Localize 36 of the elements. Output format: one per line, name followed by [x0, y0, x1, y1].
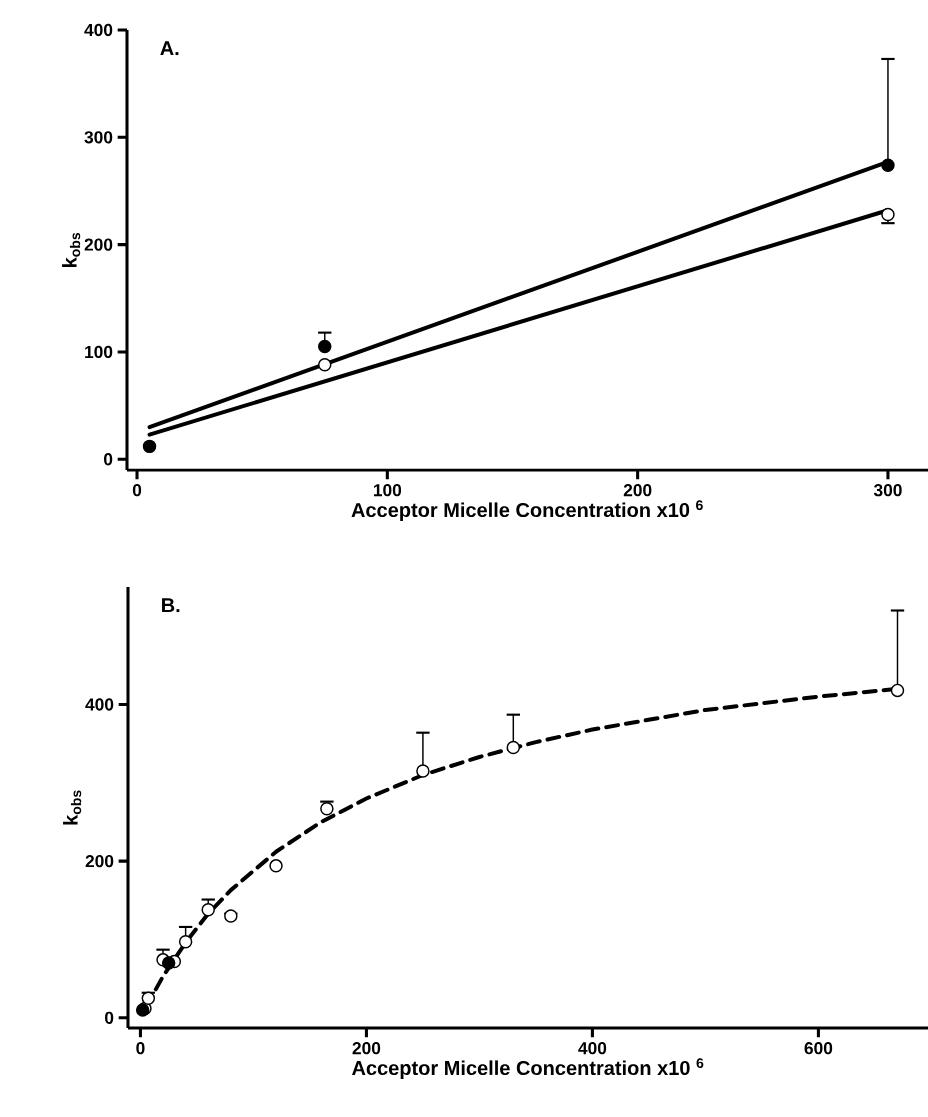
y-tick-label: 0 [104, 453, 113, 466]
point [320, 801, 334, 816]
point [318, 358, 332, 372]
x-tick-label: 300 [873, 484, 902, 497]
y-axis-title: k$_{obs}$ [63, 790, 82, 825]
point [178, 935, 193, 949]
point [881, 207, 895, 222]
y-tick-label: 0 [105, 1011, 114, 1024]
point [416, 764, 430, 778]
x-axis-title: Acceptor Micelle Concentration x10 $^{6}$ [352, 1058, 704, 1080]
point [506, 740, 521, 755]
point [318, 339, 332, 354]
point [161, 956, 176, 970]
y-tick-label: 100 [85, 345, 113, 359]
x-tick-label: 0 [136, 1042, 145, 1055]
y-tick-label: 400 [84, 23, 113, 37]
point [269, 859, 283, 873]
x-tick-label: 0 [132, 484, 142, 497]
y-tick-label: 200 [84, 238, 113, 251]
point [890, 683, 905, 698]
x-tick-label: 400 [578, 1042, 607, 1055]
point [142, 439, 157, 454]
chart-title: A. [160, 41, 179, 56]
point [201, 902, 215, 917]
x-tick-label: 600 [804, 1042, 833, 1055]
y-tick-label: 300 [84, 131, 113, 144]
point [881, 158, 895, 172]
y-axis-title: k$_{obs}$ [62, 232, 81, 267]
chart-title: B. [162, 598, 180, 613]
point [141, 991, 156, 1005]
x-tick-label: 200 [352, 1042, 381, 1055]
x-tick-label: 100 [373, 484, 402, 497]
x-tick-label: 200 [623, 484, 652, 497]
y-tick-label: 400 [85, 698, 114, 711]
x-axis-title: Acceptor Micelle Concentration x10 $^{6}$ [351, 500, 703, 522]
y-tick-label: 200 [85, 855, 114, 868]
